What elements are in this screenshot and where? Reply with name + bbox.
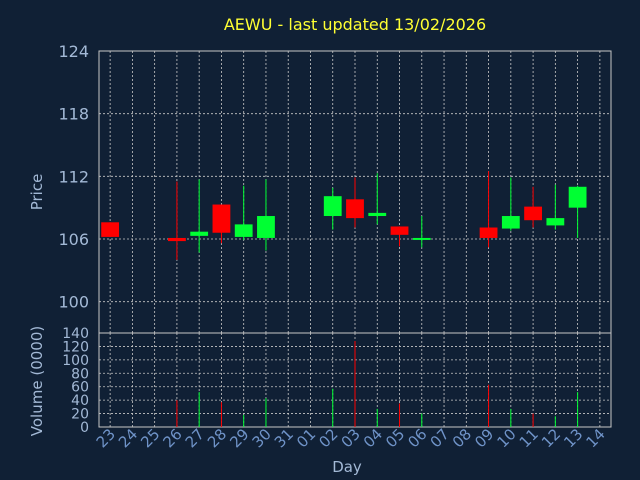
price-candles	[101, 171, 587, 260]
candle-body-28	[212, 204, 231, 233]
volume-tick-label: 60	[71, 380, 89, 396]
volume-tick-label: 100	[62, 353, 89, 369]
candle-body-06	[412, 237, 431, 240]
chart-title: AEWU - last updated 13/02/2026	[224, 15, 486, 34]
candle-body-30	[257, 216, 275, 238]
volume-tick-label: 80	[71, 366, 89, 382]
candle-body-13	[568, 186, 587, 208]
candle-body-03	[346, 199, 364, 219]
candle-body-12	[546, 218, 565, 226]
x-tick-labels: 2324252627282930310102030405060708091011…	[93, 425, 609, 451]
price-tick-label: 118	[58, 105, 89, 124]
x-tick-label: 14	[582, 425, 608, 451]
volume-tick-label: 20	[71, 407, 89, 423]
candle-body-29	[234, 224, 253, 237]
volume-tick-label: 120	[62, 339, 89, 355]
price-axis-label: Price	[28, 174, 46, 211]
candle-body-02	[323, 196, 342, 217]
volume-tick-label: 140	[62, 326, 89, 342]
candle-body-27	[190, 231, 209, 236]
volume-tick-label: 40	[71, 393, 89, 409]
price-tick-label: 112	[58, 167, 89, 186]
price-panel: 124 118 112 106 100 Price	[28, 42, 612, 334]
volume-bars	[176, 341, 579, 427]
price-tick-label: 106	[58, 230, 89, 249]
price-tick-label: 100	[58, 293, 89, 312]
price-tick-labels: 124 118 112 106 100	[58, 42, 89, 312]
candle-body-11	[524, 206, 542, 221]
volume-axis-label: Volume (0000)	[28, 326, 46, 436]
x-axis-label: Day	[332, 458, 362, 476]
candle-body-26	[168, 237, 186, 242]
candle-body-05	[390, 226, 409, 235]
candle-body-23	[101, 222, 120, 237]
candle-body-10	[501, 216, 520, 229]
candle-body-09	[479, 227, 498, 238]
candle-body-04	[368, 212, 387, 217]
price-tick-label: 124	[58, 42, 89, 61]
volume-tick-label: 0	[80, 420, 89, 436]
